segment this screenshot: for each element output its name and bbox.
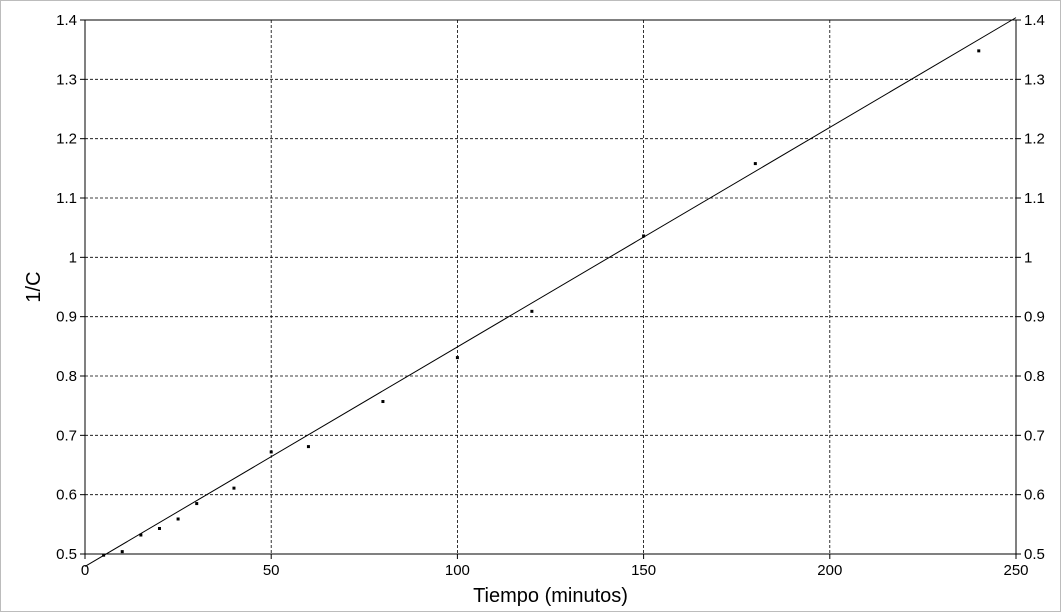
y-tick-label-left: 0.9 (56, 309, 77, 326)
y-tick-label-right: 1.3 (1024, 71, 1045, 88)
y-tick-label-right: 1.1 (1024, 190, 1045, 207)
y-tick-label-left: 1.3 (56, 71, 77, 88)
data-point (530, 309, 534, 313)
y-tick-label-left: 0.7 (56, 427, 77, 444)
y-tick-label-left: 0.8 (56, 368, 77, 385)
data-point (455, 356, 459, 360)
y-tick-label-left: 0.6 (56, 487, 77, 504)
x-axis-label: Tiempo (minutos) (473, 585, 628, 607)
x-tick-label: 0 (81, 562, 89, 579)
y-axis-left-ticks: 0.5 0.6 0.7 0.8 0.9 1 1.1 1.2 1.3 1.4 (56, 12, 85, 563)
data-point (232, 486, 236, 490)
data-point (381, 400, 385, 404)
x-tick-label: 100 (445, 562, 470, 579)
y-tick-label-right: 0.8 (1024, 368, 1045, 385)
fit-line (84, 17, 1017, 567)
y-tick-label-right: 0.6 (1024, 487, 1045, 504)
data-points-layer (102, 49, 981, 557)
y-tick-label-right: 1.2 (1024, 131, 1045, 148)
y-tick-label-left: 1 (69, 249, 77, 266)
data-point (102, 553, 106, 557)
x-tick-label: 250 (1003, 562, 1028, 579)
y-tick-label-right: 0.7 (1024, 427, 1045, 444)
data-point (977, 49, 981, 53)
y-tick-label-right: 1.4 (1024, 12, 1045, 29)
data-point (139, 533, 143, 537)
y-tick-label-right: 1 (1024, 249, 1032, 266)
grid-layer (85, 20, 1016, 554)
x-axis-ticks: 0 50 100 150 200 250 (81, 554, 1029, 579)
y-tick-label-left: 1.4 (56, 12, 77, 29)
data-point (195, 502, 199, 506)
data-point (120, 550, 124, 554)
plot-area (84, 19, 1017, 555)
data-point (642, 234, 646, 238)
x-tick-label: 150 (631, 562, 656, 579)
x-tick-label: 200 (817, 562, 842, 579)
x-tick-label: 50 (263, 562, 280, 579)
y-tick-label-right: 0.5 (1024, 546, 1045, 563)
data-point (306, 445, 310, 449)
data-point (753, 162, 757, 166)
y-tick-label-left: 1.2 (56, 131, 77, 148)
y-axis-label: 1/C (23, 271, 45, 302)
fit-line-layer (84, 17, 1017, 567)
data-point (269, 450, 273, 454)
y-axis-right-ticks: 0.5 0.6 0.7 0.8 0.9 1 1.1 1.2 1.3 1.4 (1016, 12, 1045, 563)
y-tick-label-right: 0.9 (1024, 309, 1045, 326)
data-point (176, 517, 180, 521)
y-tick-label-left: 0.5 (56, 546, 77, 563)
y-tick-label-left: 1.1 (56, 190, 77, 207)
data-point (157, 526, 161, 530)
